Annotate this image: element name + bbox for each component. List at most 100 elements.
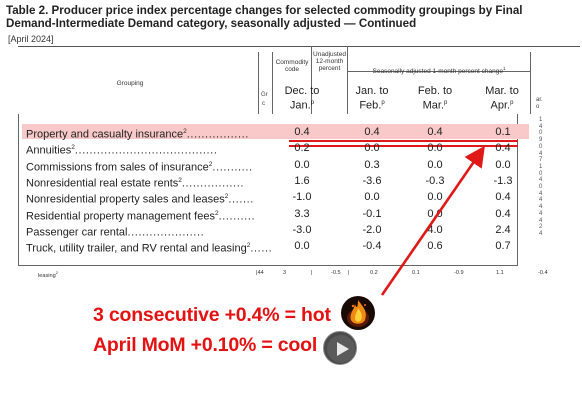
footer-cell: | xyxy=(348,270,350,276)
grouping-header: Grouping xyxy=(116,80,144,87)
right-cut-value: 0 xyxy=(539,130,543,137)
footer-cell: | xyxy=(311,270,313,276)
header-rule xyxy=(347,71,530,72)
row-label: Nonresidential property sales and leases… xyxy=(26,193,254,206)
row-label: Nonresidential real estate rents2.......… xyxy=(26,176,245,190)
annotation-line-2: April MoM +0.10% = cool xyxy=(93,334,318,356)
row-label: Commissions from sales of insurance2....… xyxy=(26,160,253,174)
footer-cell: -0.9 xyxy=(454,270,464,276)
table-title: Table 2. Producer price index percentage… xyxy=(6,4,523,30)
underline-rule xyxy=(289,140,518,142)
header-divider xyxy=(530,52,531,114)
footer-cell: 1.1 xyxy=(496,270,504,276)
highlighted-row-background xyxy=(22,124,529,139)
cell-value: 0.0 xyxy=(364,142,380,155)
header-divider xyxy=(347,46,348,114)
footer-cell: 0.1 xyxy=(412,270,420,276)
right-cut-value: 4 xyxy=(539,177,543,184)
cell-value: -0.1 xyxy=(362,207,382,220)
cell-value: -0.4 xyxy=(362,240,382,253)
row-label: Annuities2..............................… xyxy=(26,144,218,157)
unadjusted-header: Unadjusted 12-month percent xyxy=(313,51,346,72)
right-cut-value: 4 xyxy=(539,190,543,197)
cell-value: 0.1 xyxy=(495,126,511,138)
column-header-dec-jan: Dec. to Jan.p xyxy=(284,85,320,112)
row-label: Passenger car rental....................… xyxy=(26,226,205,239)
right-cut-value: 4 xyxy=(539,210,543,217)
right-cut-value: 4 xyxy=(539,123,543,130)
cell-value: 0.4 xyxy=(495,207,511,220)
right-cut-value: 1 xyxy=(539,163,543,170)
cell-value: 0.0 xyxy=(427,158,443,171)
cell-value: 2.4 xyxy=(495,223,511,236)
right-cut-value: 4 xyxy=(539,217,543,224)
cell-value: 0.0 xyxy=(364,191,380,204)
row-label: Property and casualty insurance2........… xyxy=(26,128,249,141)
cell-value: 3.3 xyxy=(294,207,310,220)
right-cut-value: 1 xyxy=(539,117,543,123)
underline-rule xyxy=(289,145,518,147)
right-cut-value: 7 xyxy=(539,157,543,164)
cell-value: 0.4 xyxy=(427,126,443,138)
cell-value: 0.3 xyxy=(364,158,380,171)
cell-value: 0.4 xyxy=(495,142,511,155)
right-cut-value: 0 xyxy=(539,184,543,190)
footer-cell: -0.4 xyxy=(538,270,548,276)
header-cut-text: c xyxy=(262,101,265,107)
table-header xyxy=(18,46,580,114)
table-subtitle: [April 2024] xyxy=(8,34,54,44)
table-row: Property and casualty insurance2........… xyxy=(26,124,526,141)
right-cut-value: 2 xyxy=(539,224,543,231)
cell-value: 0.0 xyxy=(495,158,511,171)
table-row: Annuities2..............................… xyxy=(26,140,526,157)
play-button-icon[interactable] xyxy=(323,331,357,365)
right-cut-value: 0 xyxy=(539,143,543,150)
cell-value: 0.4 xyxy=(364,126,380,138)
table-row: Nonresidential real estate rents2.......… xyxy=(26,173,526,190)
header-cut-text: o xyxy=(536,104,540,110)
header-cut-text: ar. xyxy=(536,97,543,103)
cell-value: 1.6 xyxy=(294,174,310,187)
right-cut-value: 0 xyxy=(539,170,543,177)
cell-value: -2.0 xyxy=(362,223,382,236)
cell-value: -1.3 xyxy=(493,174,513,187)
column-header-jan-feb: Jan. to Feb.p xyxy=(355,85,389,112)
cell-value: 0.6 xyxy=(427,240,443,253)
table-row: Commissions from sales of insurance2....… xyxy=(26,157,526,174)
footer-row-label: leasing2 xyxy=(38,270,58,279)
cell-value: 0.0 xyxy=(427,191,443,204)
cell-value: 0.2 xyxy=(294,142,310,155)
annotation-line-1: 3 consecutive +0.4% = hot xyxy=(93,304,331,326)
header-divider xyxy=(258,52,259,114)
footer-cell: -0.5 xyxy=(331,270,341,276)
cell-value: 0.7 xyxy=(495,240,511,253)
right-cut-value: 4 xyxy=(539,197,543,204)
cell-value: -1.0 xyxy=(292,191,312,204)
cell-value: 0.0 xyxy=(427,142,443,155)
right-cut-value: 4 xyxy=(539,204,543,211)
column-header-feb-mar: Feb. to Mar.p xyxy=(417,85,453,112)
table-body xyxy=(18,114,518,266)
footer-row-code: |44 xyxy=(256,270,264,276)
cell-value: 0.0 xyxy=(294,240,310,253)
cell-value: 0.4 xyxy=(495,191,511,204)
commodity-code-header: Commodity code xyxy=(275,59,309,73)
cell-value: 0.4 xyxy=(294,126,310,138)
footer-cell: 0.2 xyxy=(370,270,378,276)
row-label: Truck, utility trailer, and RV rental an… xyxy=(26,242,273,255)
cell-value: -3.0 xyxy=(292,223,312,236)
table-row: Truck, utility trailer, and RV rental an… xyxy=(26,238,526,255)
column-header-mar-apr: Mar. to Apr.p xyxy=(485,85,519,112)
fire-avatar-icon xyxy=(341,296,375,330)
cell-value: -0.3 xyxy=(425,174,445,187)
cell-value: 4.0 xyxy=(427,223,443,236)
cell-value: 0.0 xyxy=(294,158,310,171)
header-divider xyxy=(272,52,273,114)
row-label: Residential property management fees2...… xyxy=(26,209,256,223)
footer-cell: 3 xyxy=(283,270,287,276)
sa-header: Seasonally adjusted 1-month percent chan… xyxy=(372,66,506,76)
right-cut-value: 4 xyxy=(539,150,543,157)
table-row: Passenger car rental....................… xyxy=(26,222,526,239)
header-divider xyxy=(311,46,312,114)
